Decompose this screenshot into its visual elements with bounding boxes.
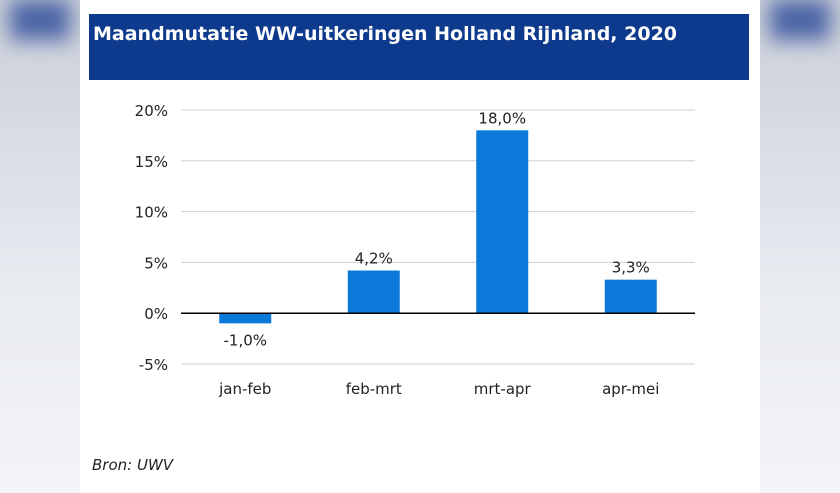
y-tick-label: -5% [139, 356, 168, 374]
bar [604, 279, 657, 314]
x-tick-label: mrt-apr [474, 380, 532, 398]
background-right [760, 0, 840, 493]
y-tick-label: 20% [135, 102, 168, 120]
x-tick-label: jan-feb [218, 380, 271, 398]
data-label: 18,0% [478, 109, 526, 127]
data-label: 3,3% [612, 259, 650, 277]
y-tick-label: 5% [144, 254, 168, 272]
chart-title: Maandmutatie WW-uitkeringen Holland Rijn… [93, 23, 678, 45]
bar [347, 270, 400, 314]
background-left [0, 0, 80, 493]
data-label: 4,2% [355, 250, 393, 268]
title-bar: Maandmutatie WW-uitkeringen Holland Rijn… [89, 14, 749, 80]
y-tick-label: 15% [135, 153, 168, 171]
source-note: Bron: UWV [92, 456, 174, 474]
bar [476, 130, 529, 314]
bar-chart: -5% 0% 5% 10% 15% 20% -1,0% jan-feb 4,2% feb-mrt 1… [135, 102, 695, 398]
y-tick-label: 0% [144, 305, 168, 323]
y-tick-label: 10% [135, 204, 168, 222]
x-tick-label: feb-mrt [346, 380, 402, 398]
x-tick-label: apr-mei [602, 380, 659, 398]
chart-card: Maandmutatie WW-uitkeringen Holland Rijn… [80, 0, 760, 493]
bar [219, 313, 272, 324]
data-label: -1,0% [223, 331, 267, 349]
